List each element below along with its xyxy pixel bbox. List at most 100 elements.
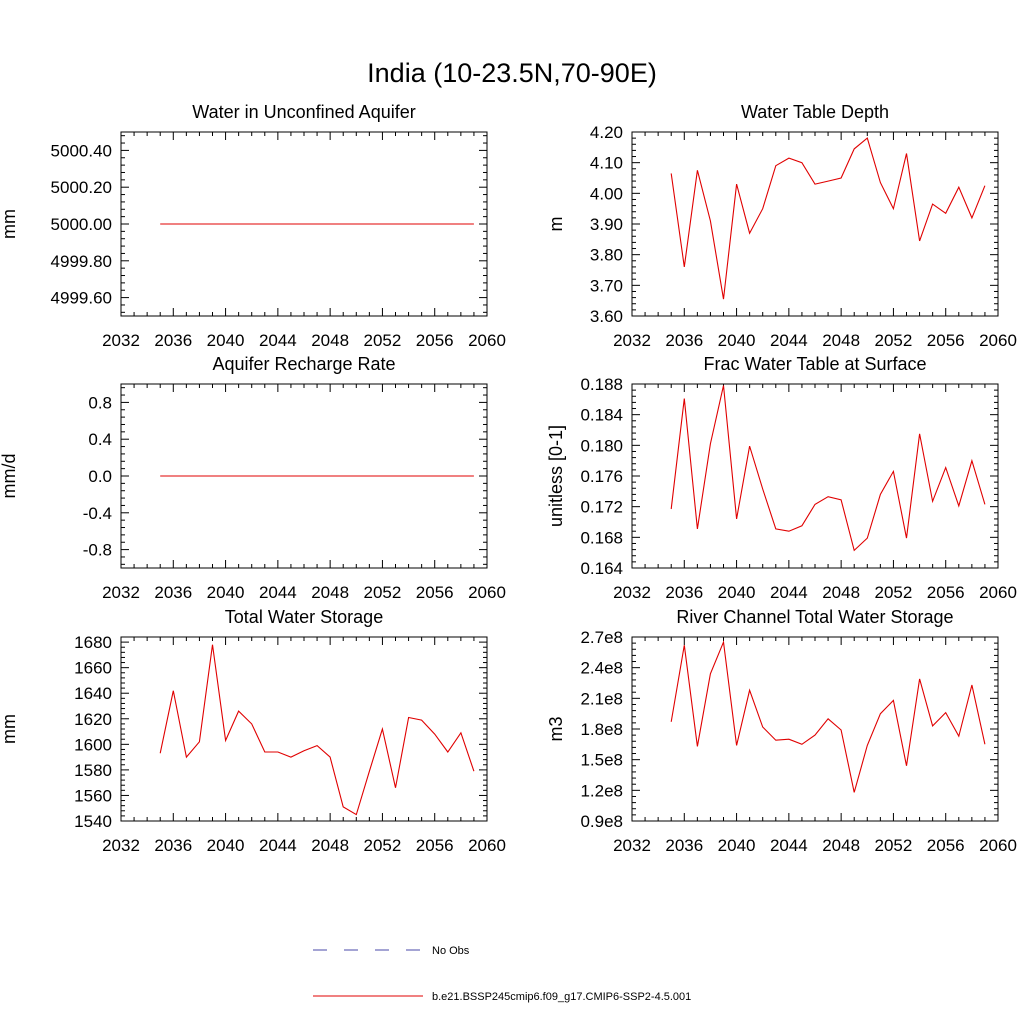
x-tick-label: 2044 [770, 836, 808, 855]
x-tick-label: 2056 [927, 583, 965, 602]
chart-panel: Water in Unconfined Aquifer mm 2032 2036 204… [0, 102, 506, 350]
x-tick-label: 2040 [718, 583, 756, 602]
y-tick-label: 0.9e8 [580, 812, 623, 831]
y-tick-label: 3.70 [590, 276, 623, 295]
y-tick-label: 0.4 [88, 430, 112, 449]
y-tick-label: 1.8e8 [580, 720, 623, 739]
x-tick-label: 2060 [979, 836, 1017, 855]
x-tick-label: 2032 [102, 583, 140, 602]
x-tick-label: 2036 [665, 836, 703, 855]
x-tick-label: 2060 [979, 583, 1017, 602]
plot-frame [120, 636, 488, 822]
y-tick-label: 5000.00 [51, 215, 112, 234]
y-axis-label: mm [0, 714, 19, 744]
x-tick-label: 2036 [665, 331, 703, 350]
y-tick-label: 0.0 [88, 467, 112, 486]
x-tick-label: 2048 [822, 331, 860, 350]
chart-panel: Frac Water Table at Surface unitless [0-1… [546, 354, 1017, 602]
y-tick-label: 1660 [74, 659, 112, 678]
y-tick-label: 0.8 [88, 393, 112, 412]
series-line [670, 137, 986, 300]
y-tick-label: 3.60 [590, 307, 623, 326]
x-tick-label: 2060 [468, 836, 506, 855]
panel-title: Water Table Depth [741, 102, 889, 122]
figure-title: India (10-23.5N,70-90E) [367, 58, 657, 88]
chart-panel: River Channel Total Water Storage m3 2032 2… [546, 607, 1017, 855]
x-tick-label: 2056 [416, 583, 454, 602]
x-tick-label: 2056 [927, 331, 965, 350]
x-tick-label: 2032 [613, 583, 651, 602]
legend-model-label: b.e21.BSSP245cmip6.f09_g17.CMIP6-SSP2-4.… [432, 991, 691, 1003]
x-tick-label: 2040 [718, 836, 756, 855]
y-tick-label: 0.164 [580, 559, 623, 578]
y-axis-label: m [546, 217, 566, 232]
y-tick-label: 1.2e8 [580, 781, 623, 800]
x-tick-label: 2052 [875, 836, 913, 855]
y-tick-label: 4999.60 [51, 289, 112, 308]
y-tick-label: 0.184 [580, 406, 623, 425]
x-tick-label: 2032 [102, 331, 140, 350]
y-tick-label: 3.90 [590, 215, 623, 234]
y-tick-label: 0.176 [580, 467, 623, 486]
x-tick-label: 2036 [154, 583, 192, 602]
panels: Water in Unconfined Aquifer mm 2032 2036 204… [0, 102, 1017, 855]
y-tick-label: 2.7e8 [580, 628, 623, 647]
y-tick-label: 1.5e8 [580, 751, 623, 770]
series-line [159, 644, 475, 816]
x-tick-label: 2040 [207, 836, 245, 855]
panel-title: Aquifer Recharge Rate [212, 354, 395, 374]
x-tick-label: 2052 [364, 331, 402, 350]
x-tick-label: 2032 [102, 836, 140, 855]
x-tick-label: 2056 [416, 836, 454, 855]
y-axis-label: mm/d [0, 454, 19, 499]
y-tick-label: 0.188 [580, 375, 623, 394]
y-tick-label: 5000.40 [51, 141, 112, 160]
chart-panel: Water Table Depth m 2032 2036 2040 2044 2048 20… [546, 102, 1017, 350]
y-tick-label: 3.80 [590, 246, 623, 265]
x-tick-label: 2036 [154, 331, 192, 350]
x-tick-label: 2044 [770, 331, 808, 350]
x-tick-label: 2044 [770, 583, 808, 602]
x-tick-label: 2052 [875, 331, 913, 350]
y-tick-label: 1560 [74, 786, 112, 805]
y-tick-label: -0.4 [83, 504, 112, 523]
panel-title: Water in Unconfined Aquifer [192, 102, 415, 122]
y-axis-label: mm [0, 209, 19, 239]
y-tick-label: 1640 [74, 684, 112, 703]
x-tick-label: 2044 [259, 331, 297, 350]
x-tick-label: 2056 [927, 836, 965, 855]
x-tick-label: 2060 [979, 331, 1017, 350]
x-tick-label: 2060 [468, 331, 506, 350]
chart-panel: Total Water Storage mm 2032 2036 2040 2044 204… [0, 607, 506, 855]
y-tick-label: 0.172 [580, 498, 623, 517]
panel-title: River Channel Total Water Storage [676, 607, 953, 627]
x-tick-label: 2056 [416, 331, 454, 350]
plot-frame [631, 383, 999, 569]
x-tick-label: 2044 [259, 836, 297, 855]
y-tick-label: 1600 [74, 735, 112, 754]
x-tick-label: 2040 [207, 331, 245, 350]
panel-title: Frac Water Table at Surface [703, 354, 926, 374]
x-tick-label: 2052 [364, 583, 402, 602]
y-axis-label: m3 [546, 716, 566, 741]
x-tick-label: 2032 [613, 836, 651, 855]
x-tick-label: 2048 [311, 331, 349, 350]
series-line [670, 385, 986, 552]
legend: No Obs b.e21.BSSP245cmip6.f09_g17.CMIP6-… [313, 945, 691, 1003]
y-tick-label: 0.168 [580, 528, 623, 547]
y-tick-label: 1680 [74, 633, 112, 652]
x-tick-label: 2048 [822, 583, 860, 602]
x-tick-label: 2044 [259, 583, 297, 602]
y-tick-label: 0.180 [580, 436, 623, 455]
x-tick-label: 2040 [207, 583, 245, 602]
y-tick-label: 2.4e8 [580, 659, 623, 678]
x-tick-label: 2060 [468, 583, 506, 602]
y-tick-label: 5000.20 [51, 178, 112, 197]
y-tick-label: 4999.80 [51, 252, 112, 271]
y-axis-label: unitless [0-1] [546, 425, 566, 527]
y-tick-label: 4.20 [590, 123, 623, 142]
x-tick-label: 2036 [665, 583, 703, 602]
x-tick-label: 2036 [154, 836, 192, 855]
x-tick-label: 2048 [822, 836, 860, 855]
